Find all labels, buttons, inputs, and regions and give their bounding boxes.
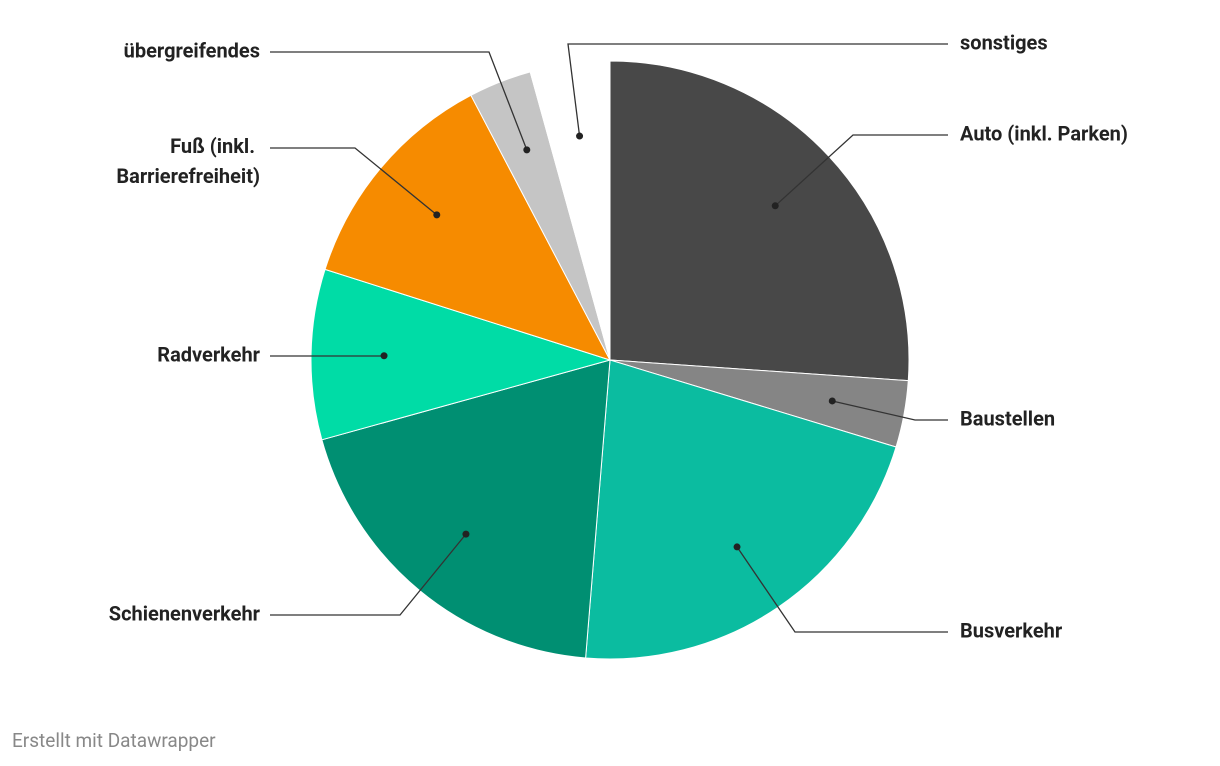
leader-line xyxy=(567,43,948,137)
leader-line xyxy=(774,134,948,207)
slice xyxy=(609,60,910,382)
leader-dot xyxy=(433,211,441,219)
slice-label: Auto (inkl. Parken) xyxy=(960,121,1128,145)
leader-dot xyxy=(462,530,470,538)
leader-dot xyxy=(576,132,584,140)
leader-line xyxy=(270,533,467,616)
slice-label: sonstiges xyxy=(960,30,1048,54)
leader-line xyxy=(736,546,948,633)
leader-dot xyxy=(523,146,531,154)
footer: Erstellt mit Datawrapper xyxy=(12,729,216,752)
leader-dot xyxy=(771,202,779,210)
slice-label: übergreifendes xyxy=(124,38,260,62)
slice-label: Radverkehr xyxy=(157,342,260,366)
slice xyxy=(310,268,612,441)
leader-line xyxy=(270,51,528,151)
leaders: Auto (inkl. Parken) Baustellen Busverkehr S… xyxy=(109,30,1128,642)
leader-dot xyxy=(733,543,741,551)
slice xyxy=(529,60,611,361)
slice-label: Baustellen xyxy=(960,406,1055,430)
slice-label: Busverkehr xyxy=(960,618,1063,642)
leader-dot xyxy=(828,397,836,405)
leader-line xyxy=(832,400,948,421)
slice-label: Fuß (inkl. Barrierefreiheit) xyxy=(116,134,260,188)
slice-label: Schienenverkehr xyxy=(109,601,261,625)
leader-line xyxy=(270,147,438,216)
pie xyxy=(310,60,910,660)
slice xyxy=(324,94,612,361)
leader-dot xyxy=(380,352,388,360)
